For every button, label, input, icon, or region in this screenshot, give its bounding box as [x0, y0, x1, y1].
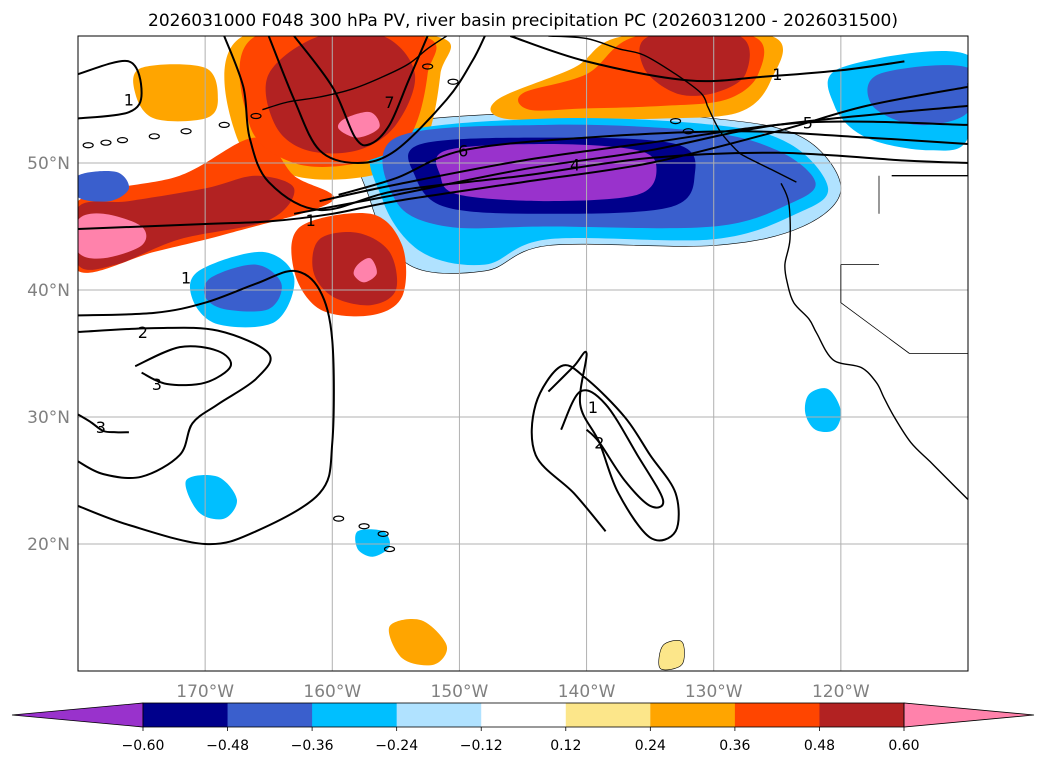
- colorbar-segment: [819, 703, 905, 727]
- coastline: [780, 183, 968, 501]
- colorbar-tick-label: 0.48: [804, 738, 835, 754]
- colorbar-tick-label: −0.48: [206, 738, 249, 754]
- lat-tick-label: 30°N: [27, 408, 70, 428]
- pv-contour-label: 1: [588, 398, 598, 417]
- pc-fill-region: [185, 474, 238, 520]
- colorbar-segment: [565, 703, 651, 727]
- lon-tick-label: 130°W: [685, 682, 743, 702]
- pv-contour-label: 1: [772, 65, 782, 84]
- colorbar-frame: [142, 702, 905, 728]
- chart-title: 2026031000 F048 300 hPa PV, river basin …: [148, 11, 898, 31]
- pv-contour-label: 3: [152, 375, 162, 394]
- island: [116, 137, 129, 144]
- colorbar-segment: [734, 703, 820, 727]
- lat-tick-label: 50°N: [27, 154, 70, 174]
- pv-contour-label: 1: [181, 268, 191, 287]
- pv-contour-line: [530, 350, 680, 542]
- island: [358, 523, 370, 530]
- pc-fill-region: [133, 64, 218, 122]
- pv-contour-line: [78, 59, 143, 120]
- colorbar-extend-low: [11, 702, 144, 728]
- colorbar-segment: [143, 703, 229, 727]
- island: [250, 112, 262, 120]
- colorbar-segment: [312, 703, 398, 727]
- pc-fill-region: [353, 258, 377, 283]
- pc-fill-region: [78, 171, 129, 202]
- gridlines: [78, 36, 968, 671]
- pv-contour-label: 4: [570, 155, 580, 174]
- pv-contour-line: [293, 104, 968, 215]
- pv-contour-label: 2: [138, 323, 148, 342]
- coastline: [548, 36, 709, 107]
- colorbar-segment: [396, 703, 482, 727]
- longitude-tick-labels: 170°W 160°W 150°W 140°W 130°W 120°W: [176, 682, 870, 702]
- pc-fill-region: [388, 618, 448, 666]
- pc-fill-region: [804, 388, 842, 432]
- pv-contour-line: [78, 85, 968, 230]
- island: [218, 121, 230, 129]
- pv-contour-label: 6: [458, 141, 468, 160]
- pv-contour-line: [78, 413, 129, 434]
- pc-fill-region: [658, 640, 685, 671]
- island: [669, 117, 682, 125]
- colorbar-segment: [227, 703, 313, 727]
- lon-tick-label: 150°W: [431, 682, 489, 702]
- lon-tick-label: 140°W: [558, 682, 616, 702]
- colorbar-tick-label: −0.36: [291, 738, 334, 754]
- colorbar-tick-label: −0.60: [122, 738, 165, 754]
- lon-tick-label: 120°W: [812, 682, 870, 702]
- pv-contour-line: [293, 36, 429, 147]
- pv-contour-labels: 1 2 3 3 1 2 1 4 5 6 7 1 1: [96, 65, 813, 452]
- pv-contour-line: [319, 120, 968, 203]
- colorbar-tick-label: −0.12: [460, 738, 503, 754]
- pv-contour-label: 7: [384, 93, 394, 112]
- pv-contour-label: 1: [124, 91, 134, 110]
- pv-contour-line: [78, 269, 335, 546]
- pv-contour-line: [560, 389, 665, 509]
- pc-fill-region: [78, 213, 147, 259]
- lon-tick-label: 170°W: [176, 682, 234, 702]
- colorbar-segment: [481, 703, 567, 727]
- island: [82, 142, 94, 149]
- pv-contour-line: [267, 36, 486, 164]
- island: [447, 78, 459, 85]
- coastline: [262, 36, 448, 111]
- latitude-tick-labels: 20°N 30°N 40°N 50°N: [27, 154, 70, 555]
- island: [100, 139, 112, 146]
- pv-contour-line: [509, 36, 905, 83]
- map-frame: [77, 35, 969, 672]
- pv-contour-line: [134, 345, 232, 387]
- colorbar-tick-label: 0.36: [719, 738, 750, 754]
- pc-fill-region: [337, 111, 380, 138]
- lon-tick-label: 160°W: [303, 682, 361, 702]
- colorbar-tick-labels: −0.60 −0.48 −0.36 −0.24 −0.12 0.12 0.24 0.36 0.4…: [122, 727, 920, 754]
- pv-contour-label: 5: [803, 113, 813, 132]
- colorbar-tick-label: 0.24: [635, 738, 666, 754]
- colorbar-tick-label: −0.24: [375, 738, 418, 754]
- pv-contour-layer: [78, 36, 968, 546]
- colorbar-tick-label: 0.60: [888, 738, 919, 754]
- island: [422, 63, 434, 70]
- lat-tick-label: 20°N: [27, 535, 70, 555]
- map-area: 1 2 3 3 1 2 1 4 5 6 7 1 1: [78, 36, 968, 671]
- island: [383, 545, 396, 553]
- colorbar-tick-label: 0.12: [550, 738, 581, 754]
- island: [377, 530, 389, 537]
- state-borders: [840, 175, 968, 354]
- colorbar-extend-high: [903, 702, 1035, 728]
- pv-contour-label: 3: [96, 418, 106, 437]
- pv-contour-line: [338, 130, 968, 196]
- pv-contour-line: [78, 326, 272, 480]
- pv-contour-line: [223, 36, 968, 212]
- colorbar: [11, 702, 1035, 728]
- pc-fill-region: [312, 232, 398, 306]
- pv-contour-label: 1: [306, 211, 316, 230]
- colorbar-segment: [650, 703, 736, 727]
- lat-tick-label: 40°N: [27, 281, 70, 301]
- island: [180, 128, 192, 135]
- island: [333, 515, 345, 522]
- island: [148, 133, 160, 140]
- pv-contour-label: 2: [594, 433, 604, 452]
